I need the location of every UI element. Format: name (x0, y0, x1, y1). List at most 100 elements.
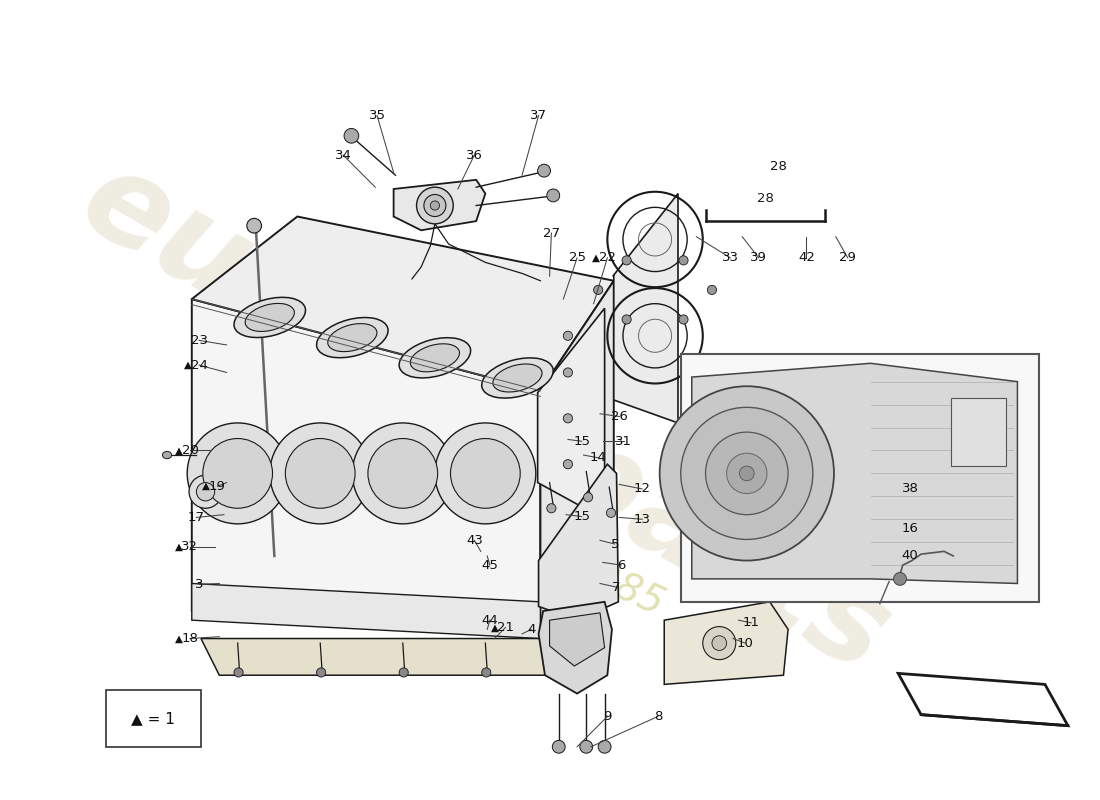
Circle shape (352, 423, 453, 524)
Polygon shape (538, 308, 605, 519)
Polygon shape (394, 180, 485, 230)
Circle shape (703, 626, 736, 660)
Text: 21: 21 (497, 621, 514, 634)
Text: 15: 15 (573, 434, 591, 448)
Circle shape (424, 194, 446, 217)
Circle shape (234, 668, 243, 677)
Circle shape (317, 668, 326, 677)
Circle shape (712, 636, 727, 650)
Text: 13: 13 (634, 513, 651, 526)
Text: 6: 6 (617, 558, 625, 572)
Circle shape (893, 573, 906, 586)
Text: a passion since 1985: a passion since 1985 (283, 416, 670, 623)
Circle shape (417, 187, 453, 224)
Circle shape (606, 508, 616, 518)
Polygon shape (191, 217, 614, 391)
FancyBboxPatch shape (952, 398, 1005, 466)
Text: 11: 11 (742, 617, 760, 630)
Text: 37: 37 (530, 109, 547, 122)
Text: 29: 29 (839, 251, 856, 264)
Circle shape (563, 368, 572, 377)
Circle shape (538, 164, 550, 177)
Text: 26: 26 (610, 410, 628, 423)
Text: ▲: ▲ (175, 542, 183, 552)
Ellipse shape (482, 358, 553, 398)
Ellipse shape (399, 338, 471, 378)
Text: 34: 34 (334, 149, 352, 162)
Text: 14: 14 (590, 451, 606, 464)
Ellipse shape (328, 323, 377, 352)
Polygon shape (550, 613, 605, 666)
Ellipse shape (234, 298, 306, 338)
Circle shape (594, 286, 603, 294)
Text: 45: 45 (482, 558, 498, 572)
Circle shape (580, 740, 593, 753)
Polygon shape (613, 194, 678, 423)
Text: 18: 18 (182, 632, 198, 645)
Text: 8: 8 (653, 710, 662, 723)
Text: 42: 42 (798, 251, 815, 264)
Circle shape (197, 482, 215, 501)
Circle shape (552, 740, 565, 753)
Text: 15: 15 (573, 510, 591, 523)
Text: 28: 28 (770, 159, 788, 173)
Circle shape (187, 423, 288, 524)
Text: 17: 17 (188, 511, 205, 524)
Text: 25: 25 (569, 251, 585, 264)
Text: ▲: ▲ (184, 360, 192, 370)
Text: 22: 22 (598, 251, 616, 264)
Text: 28: 28 (757, 191, 773, 205)
Circle shape (621, 256, 631, 265)
Circle shape (434, 423, 536, 524)
Circle shape (598, 740, 611, 753)
Text: 40: 40 (902, 550, 918, 562)
Circle shape (344, 129, 359, 143)
Circle shape (563, 331, 572, 340)
Circle shape (547, 504, 556, 513)
Text: ▲: ▲ (593, 253, 601, 263)
Polygon shape (191, 299, 540, 638)
Text: 20: 20 (182, 444, 198, 457)
Text: 39: 39 (750, 251, 767, 264)
Circle shape (399, 668, 408, 677)
Circle shape (563, 460, 572, 469)
Text: 35: 35 (368, 109, 386, 122)
Text: 36: 36 (466, 149, 483, 162)
Text: 31: 31 (615, 434, 632, 448)
Polygon shape (539, 464, 618, 620)
Text: 19: 19 (209, 480, 226, 493)
Text: ▲: ▲ (202, 482, 210, 491)
Circle shape (547, 189, 560, 202)
Text: 44: 44 (482, 614, 498, 626)
Circle shape (482, 668, 491, 677)
FancyBboxPatch shape (106, 690, 201, 746)
Text: 4: 4 (527, 623, 536, 636)
Circle shape (727, 454, 767, 494)
Circle shape (621, 315, 631, 324)
Circle shape (679, 315, 689, 324)
Circle shape (270, 423, 371, 524)
Circle shape (707, 286, 716, 294)
Polygon shape (692, 363, 1018, 583)
Polygon shape (191, 583, 540, 638)
Text: ▲: ▲ (175, 446, 183, 455)
Text: 43: 43 (466, 534, 483, 547)
Circle shape (189, 475, 222, 508)
Text: 16: 16 (902, 522, 918, 535)
Ellipse shape (317, 318, 388, 358)
Polygon shape (664, 602, 788, 684)
Circle shape (583, 493, 593, 502)
Circle shape (705, 432, 788, 514)
Text: 9: 9 (603, 710, 612, 723)
Circle shape (202, 438, 273, 508)
Circle shape (451, 438, 520, 508)
Text: ▲: ▲ (491, 622, 498, 633)
Text: 27: 27 (543, 226, 560, 239)
Text: 12: 12 (634, 482, 651, 495)
Text: ▲: ▲ (175, 634, 183, 643)
Circle shape (739, 466, 755, 481)
Text: 38: 38 (902, 482, 918, 495)
Text: 7: 7 (613, 581, 620, 594)
Circle shape (563, 414, 572, 423)
Circle shape (285, 438, 355, 508)
